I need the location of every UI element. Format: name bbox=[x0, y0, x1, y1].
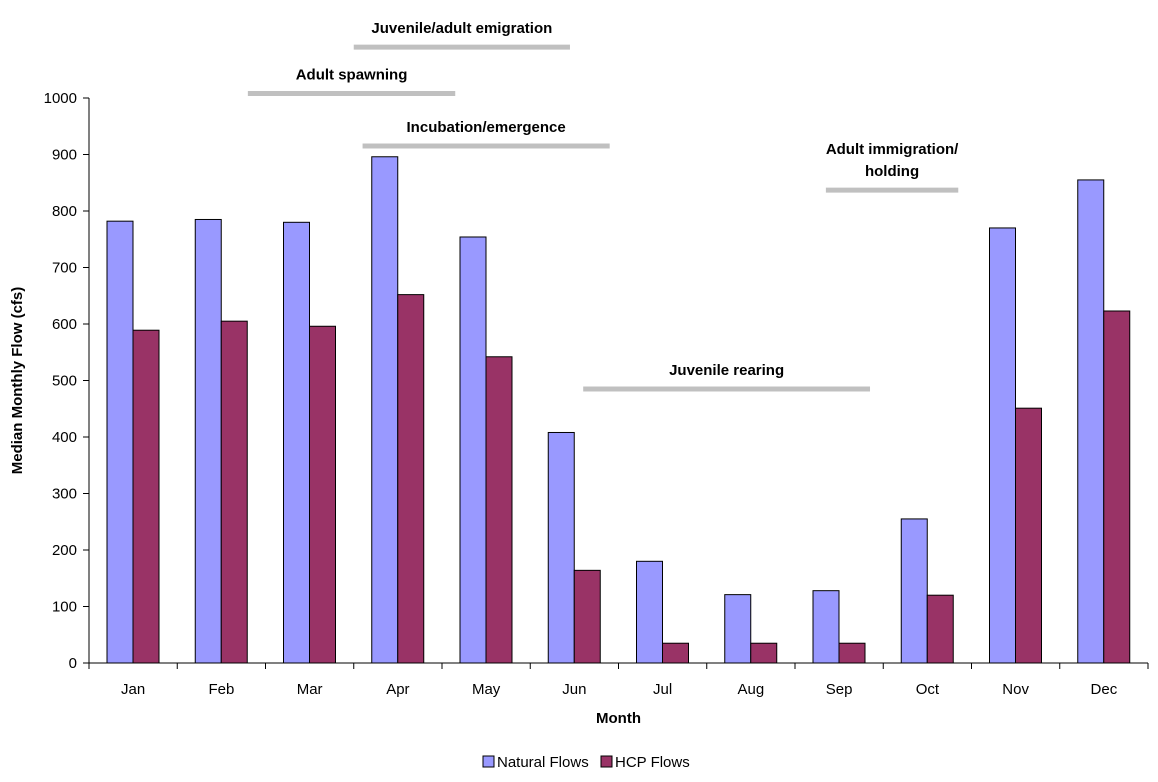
y-tick-label: 200 bbox=[52, 542, 77, 559]
y-tick-label: 500 bbox=[52, 373, 77, 390]
phase-label: Adult spawning bbox=[296, 66, 408, 83]
bar-hcp-flows bbox=[132, 329, 160, 664]
phase-label: holding bbox=[865, 163, 919, 180]
x-tick-label: Jan bbox=[121, 681, 145, 698]
y-tick-label: 900 bbox=[52, 147, 77, 164]
bar-natural-flows bbox=[283, 221, 310, 664]
x-tick-label: Sep bbox=[826, 681, 853, 698]
bar-natural-flows bbox=[459, 236, 487, 664]
y-tick-label: 1000 bbox=[44, 90, 77, 107]
y-tick-label: 0 bbox=[69, 655, 77, 672]
bar-hcp-flows bbox=[750, 642, 778, 664]
x-tick-label: Mar bbox=[297, 681, 323, 698]
x-tick-label: May bbox=[472, 681, 501, 698]
y-tick-label: 300 bbox=[52, 486, 77, 503]
y-tick-label: 400 bbox=[52, 429, 77, 446]
bar-hcp-flows bbox=[397, 294, 425, 664]
bar-natural-flows bbox=[1077, 179, 1105, 664]
phase-label: Juvenile/adult emigration bbox=[371, 20, 552, 37]
bar-hcp-flows bbox=[926, 594, 954, 664]
phase-label: Incubation/emergence bbox=[407, 119, 566, 136]
y-tick-label: 700 bbox=[52, 260, 77, 277]
y-axis-title: Median Monthly Flow (cfs) bbox=[9, 287, 26, 475]
phase-label: Adult immigration/ bbox=[826, 141, 959, 158]
y-tick-label: 100 bbox=[52, 599, 77, 616]
y-tick-label: 600 bbox=[52, 316, 77, 333]
x-tick-label: Feb bbox=[208, 681, 234, 698]
bar-hcp-flows bbox=[485, 356, 513, 664]
bar-natural-flows bbox=[106, 220, 134, 664]
bar-hcp-flows bbox=[309, 325, 336, 664]
legend-swatch-natural-flows bbox=[482, 755, 495, 768]
x-tick-label: Jul bbox=[653, 681, 672, 698]
bar-natural-flows bbox=[989, 227, 1016, 664]
x-tick-label: Jun bbox=[562, 681, 586, 698]
x-tick-label: Aug bbox=[738, 681, 765, 698]
x-axis-title: Month bbox=[596, 710, 641, 727]
bar-hcp-flows bbox=[838, 642, 866, 664]
x-tick-label: Nov bbox=[1002, 681, 1029, 698]
bar-natural-flows bbox=[371, 156, 399, 664]
x-tick-label: Apr bbox=[386, 681, 409, 698]
bar-hcp-flows bbox=[662, 642, 689, 664]
bar-natural-flows bbox=[724, 594, 752, 664]
phase-label: Juvenile rearing bbox=[669, 362, 784, 379]
legend-swatch-hcp-flows bbox=[600, 755, 613, 768]
bar-natural-flows bbox=[547, 431, 575, 664]
legend-label-natural-flows: Natural Flows bbox=[497, 754, 589, 771]
bar-hcp-flows bbox=[573, 569, 601, 664]
bar-natural-flows bbox=[636, 560, 663, 664]
x-tick-label: Oct bbox=[916, 681, 940, 698]
bar-natural-flows bbox=[812, 590, 840, 664]
bar-natural-flows bbox=[194, 218, 222, 664]
legend-label-hcp-flows: HCP Flows bbox=[615, 754, 690, 771]
bar-hcp-flows bbox=[1103, 310, 1131, 664]
x-tick-label: Dec bbox=[1091, 681, 1118, 698]
bar-hcp-flows bbox=[220, 320, 248, 664]
bar-natural-flows bbox=[900, 518, 928, 664]
y-tick-label: 800 bbox=[52, 203, 77, 220]
bar-hcp-flows bbox=[1015, 407, 1042, 664]
